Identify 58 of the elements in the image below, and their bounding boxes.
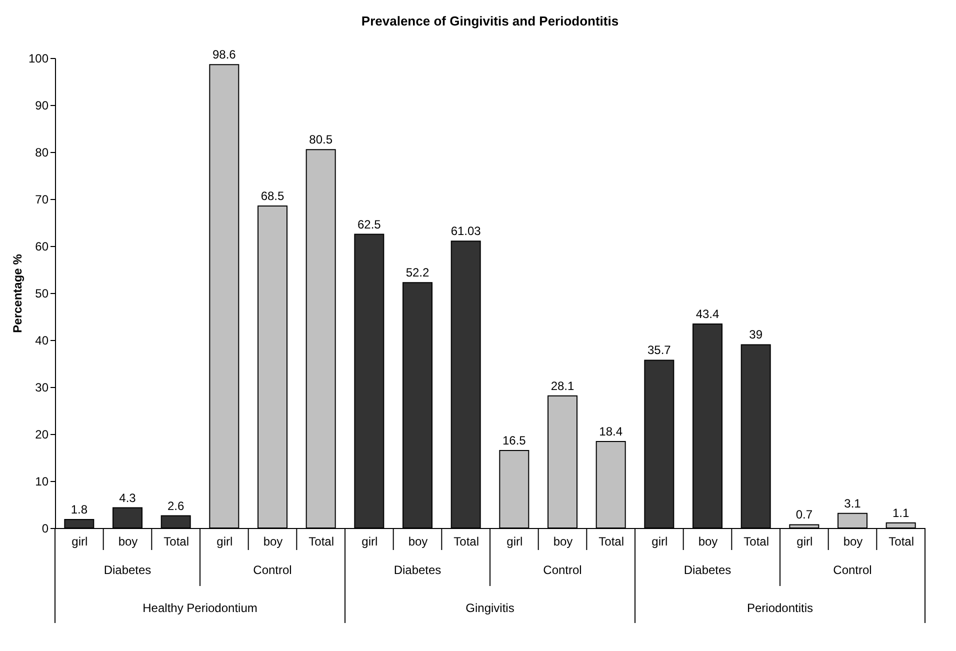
y-tick-label: 50 <box>35 286 49 300</box>
y-tick-label: 60 <box>35 240 49 254</box>
y-tick-label: 100 <box>28 52 49 66</box>
x-tick-label: boy <box>553 534 573 548</box>
data-label: 3.1 <box>844 496 862 510</box>
data-label: 16.5 <box>502 433 526 448</box>
text: Periodontitis <box>746 601 814 615</box>
x-tick-label: girl <box>216 534 233 548</box>
data-label: 80.5 <box>309 132 333 147</box>
text: Diabetes <box>104 563 152 577</box>
y-tick-label: 20 <box>35 428 49 442</box>
data-label: 18.4 <box>599 424 623 439</box>
y-tick-label: 40 <box>35 334 49 348</box>
x-tick-label: Total <box>744 534 770 548</box>
data-label: 52.2 <box>406 266 430 280</box>
data-label: 62.5 <box>357 217 382 232</box>
x-tick-label: girl <box>652 534 668 548</box>
text: Control <box>833 563 872 577</box>
y-tick-label: 30 <box>35 380 49 394</box>
x-tick-label: girl <box>72 534 88 548</box>
data-label: 4.3 <box>119 490 136 505</box>
text: Gingivitis <box>466 601 514 615</box>
data-label: 28.1 <box>550 378 574 393</box>
x-tick-label: boy <box>843 534 863 548</box>
text: Diabetes <box>684 563 732 577</box>
x-tick-label: boy <box>263 534 283 548</box>
y-tick-label: 90 <box>35 98 49 112</box>
x-tick-label: Total <box>888 534 914 548</box>
data-label: 68.5 <box>260 189 284 204</box>
x-tick-label: Total <box>308 534 334 548</box>
x-tick-label: Total <box>164 534 190 548</box>
text: Diabetes <box>394 563 442 577</box>
data-label: 0.7 <box>796 508 813 522</box>
x-tick-label: boy <box>408 534 428 548</box>
data-label: 1.8 <box>70 502 88 517</box>
x-tick-label: girl <box>796 534 813 548</box>
data-label: 98.6 <box>212 48 236 62</box>
y-tick-label: 80 <box>35 146 49 160</box>
y-tick-label: 70 <box>35 192 49 206</box>
chart-title: Prevalence of Gingivitis and Periodontitis <box>361 14 619 29</box>
text: Healthy Periodontium <box>142 601 258 615</box>
data-label: 43.4 <box>696 307 720 322</box>
x-tick-label: boy <box>698 534 718 548</box>
x-tick-label: girl <box>506 534 523 548</box>
x-tick-label: Total <box>454 534 480 548</box>
y-axis-title: Percentage % <box>10 254 24 333</box>
data-label: 39 <box>749 328 763 342</box>
data-label: 61.03 <box>450 224 482 238</box>
y-tick-label: 0 <box>42 522 49 536</box>
text: Control <box>543 563 582 577</box>
text: Control <box>253 563 292 577</box>
x-tick-label: Total <box>598 534 624 548</box>
x-tick-label: boy <box>118 534 138 548</box>
y-tick-label: 10 <box>35 474 49 488</box>
x-tick-label: girl <box>362 534 378 548</box>
data-label: 2.6 <box>167 498 184 513</box>
data-label: 35.7 <box>647 343 672 358</box>
data-label: 1.1 <box>892 506 910 520</box>
